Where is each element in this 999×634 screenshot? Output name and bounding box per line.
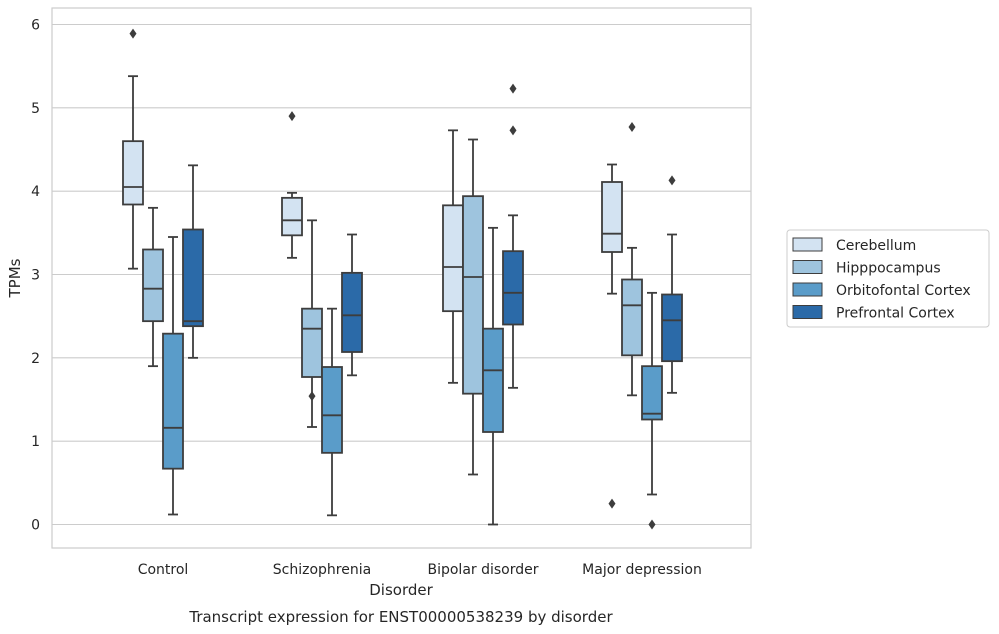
box-body [321,366,343,454]
x-axis-ticks: Control Schizophrenia Bipolar disorder Majo… [138,562,702,578]
box [462,138,484,476]
box-body [661,293,683,363]
box [442,129,464,384]
outlier-point [129,28,137,39]
series-orbitofontal-cortex [162,226,663,530]
legend-label: Orbitofontal Cortex [836,283,971,299]
box [482,226,504,526]
box [281,111,303,259]
outlier-point [308,391,316,402]
outlier-point [628,122,636,132]
y-tick-label: 1 [31,434,40,450]
box [341,233,363,377]
x-tick-label: Control [138,562,189,578]
legend-frame [786,229,990,328]
legend-label: Cerebellum [836,238,916,254]
legend-swatch [792,237,823,252]
chart-caption: Transcript expression for ENST0000053823… [188,608,613,626]
box-series [122,28,683,530]
y-axis-label: TPMs [6,258,24,298]
y-tick-label: 6 [31,18,40,34]
series-hipppocampus [142,122,643,476]
y-tick-label: 2 [31,351,40,367]
x-axis-label: Disorder [369,581,433,599]
outlier-point [668,175,676,186]
box [601,163,623,509]
box-body [122,140,144,206]
y-tick-label: 3 [31,268,40,284]
box [621,122,643,397]
box [301,219,323,428]
legend-swatch [792,282,823,297]
box [162,236,184,516]
outlier-point [509,125,517,136]
legend-label: Hipppocampus [836,261,941,277]
outlier-point [608,498,616,509]
legend-swatch [792,305,823,319]
y-tick-label: 0 [31,518,40,534]
box [641,291,663,530]
box-body [502,250,524,326]
x-tick-label: Major depression [582,562,702,578]
box-body [482,327,504,433]
y-tick-label: 4 [31,184,40,200]
y-axis-ticks: 0 1 2 3 4 5 6 [31,18,40,534]
box-body [162,332,184,470]
box [502,83,524,389]
box-body [621,278,643,357]
box [321,307,343,517]
outlier-point [648,519,656,530]
y-tick-label: 5 [31,101,40,117]
legend-swatch [792,260,823,274]
box-body [462,195,484,395]
box [182,164,204,359]
legend-label: Prefrontal Cortex [836,306,955,322]
box-body [301,307,323,378]
series-prefrontal-cortex [182,83,683,394]
box-body [641,365,663,421]
box-body [442,204,464,313]
box [142,206,164,368]
x-tick-label: Bipolar disorder [427,562,538,578]
legend: Cerebellum Hipppocampus Orbitofontal Corte… [786,229,990,328]
series-cerebellum [122,28,623,509]
box-body [341,271,363,353]
outlier-point [288,111,296,122]
box-body [142,248,164,323]
box [122,28,144,270]
x-tick-label: Schizophrenia [273,562,371,578]
outlier-point [509,83,517,94]
box-body [182,228,204,328]
box-body [601,181,623,253]
box [661,175,683,394]
box-body [281,196,303,237]
